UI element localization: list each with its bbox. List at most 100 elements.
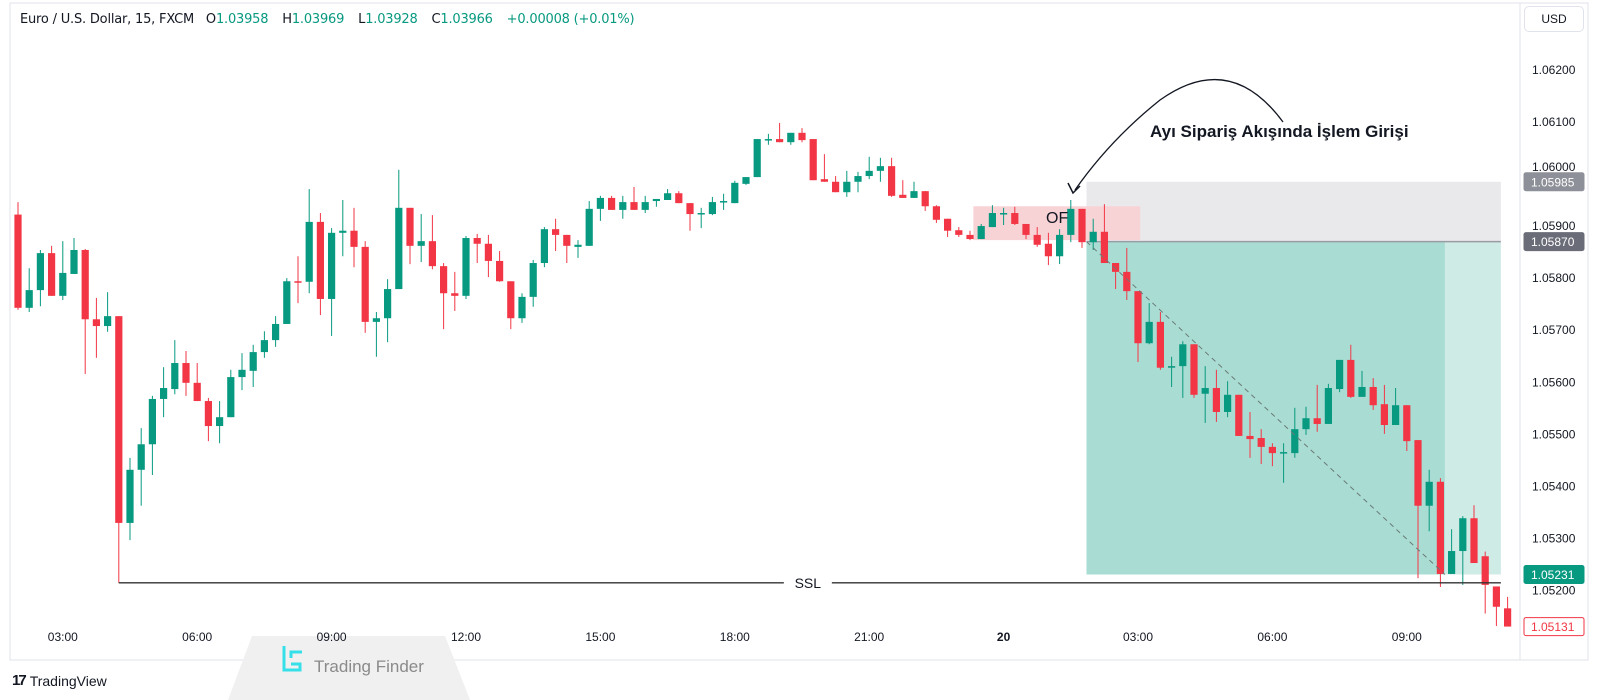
candle-body — [14, 214, 22, 308]
candle — [372, 311, 380, 357]
candle-body — [283, 281, 291, 324]
candle-body — [619, 202, 627, 210]
candle — [529, 259, 537, 307]
candle-body — [305, 221, 313, 282]
candle — [641, 195, 649, 214]
candle — [92, 297, 100, 358]
candle-body — [1134, 291, 1142, 344]
candle-body — [1156, 321, 1164, 368]
candle-body — [776, 139, 784, 143]
candle-body — [1257, 438, 1265, 447]
candle — [148, 395, 156, 475]
candle — [955, 227, 963, 237]
price-label-stop: 1.05985 — [1531, 175, 1575, 189]
candle — [809, 139, 817, 181]
candle — [1056, 229, 1064, 265]
candle — [294, 256, 302, 304]
currency-button[interactable]: USD — [1524, 6, 1584, 32]
candle-body — [518, 296, 526, 319]
candle-body — [92, 319, 100, 327]
candle — [518, 293, 526, 323]
candle-body — [664, 193, 672, 200]
candle — [384, 279, 392, 343]
candle-body — [596, 197, 604, 209]
candle-body — [1168, 366, 1176, 368]
candle-body — [294, 281, 302, 283]
candle — [1179, 341, 1187, 398]
time-tick-label: 09:00 — [317, 630, 347, 644]
candle-body — [585, 208, 593, 246]
candle — [1492, 586, 1500, 627]
time-axis[interactable]: 03:00 06:00 09:00 12:00 15:00 18:00 21:00 20 03:… — [48, 630, 1422, 644]
candle — [1268, 443, 1276, 467]
candle-body — [843, 181, 851, 193]
candle-body — [59, 272, 67, 296]
candle-body — [1000, 213, 1008, 215]
candle — [70, 238, 78, 274]
tradingview-logo-icon: 17 — [12, 672, 27, 689]
price-label-entry-box — [1523, 232, 1585, 252]
time-tick-label: 06:00 — [182, 630, 212, 644]
price-label-stop-box — [1523, 172, 1585, 192]
candle-body — [540, 229, 548, 264]
candle — [1224, 381, 1232, 418]
candle — [406, 207, 414, 265]
candle — [1302, 406, 1310, 435]
candle — [563, 234, 571, 264]
price-axis[interactable]: 1.06200 1.06100 1.06000 1.05900 1.05800 1.057… — [1523, 63, 1585, 637]
candle-body — [1212, 388, 1220, 412]
candle — [1212, 369, 1220, 422]
candle-body — [1369, 386, 1377, 406]
candle-body — [1235, 394, 1243, 436]
price-tick-label: 1.05200 — [1532, 584, 1576, 598]
symbol-header: Euro / U.S. Dollar, 15, FXCM O1.03958 H1… — [20, 12, 644, 27]
candle — [540, 227, 548, 268]
candle — [260, 331, 268, 358]
candle-body — [1448, 551, 1456, 574]
low-label: L — [358, 12, 366, 27]
candle — [619, 195, 627, 219]
candle — [1448, 529, 1456, 574]
candle — [977, 223, 985, 240]
trading-finder-logo-icon — [282, 646, 302, 672]
candle-body — [1268, 446, 1276, 454]
candle-body — [1089, 231, 1097, 243]
candle-body — [238, 369, 246, 378]
tradingview-brand[interactable]: 17 TradingView — [12, 672, 107, 689]
candle — [720, 193, 728, 210]
candle — [585, 201, 593, 246]
candle-body — [260, 340, 268, 353]
arrow-head-icon — [1067, 182, 1081, 195]
time-tick-label: 20 — [997, 630, 1011, 644]
candle — [440, 263, 448, 330]
candle — [339, 200, 347, 257]
symbol-name[interactable]: Euro / U.S. Dollar, 15, FXCM — [20, 12, 194, 27]
price-tick-label: 1.05900 — [1532, 219, 1576, 233]
candle — [1033, 227, 1041, 247]
candle-body — [1246, 435, 1254, 440]
candle-body — [1414, 440, 1422, 506]
candle — [1403, 405, 1411, 452]
candle-body — [932, 206, 940, 220]
candle-body — [417, 241, 425, 246]
candle-body — [25, 290, 33, 308]
close-value: 1.03966 — [440, 12, 493, 27]
candle-body — [820, 179, 828, 182]
stop-loss-zone[interactable] — [1086, 181, 1501, 242]
candle-body — [1201, 388, 1209, 394]
candle — [675, 191, 683, 204]
price-tick-label: 1.06100 — [1532, 115, 1576, 129]
candle-body — [1492, 586, 1500, 607]
price-tick-label: 1.05400 — [1532, 479, 1576, 493]
candle — [171, 340, 179, 395]
watermark-text: Trading Finder — [314, 657, 424, 676]
order-flow-zone[interactable] — [973, 206, 1141, 241]
candle-body — [1100, 231, 1108, 264]
candle — [81, 248, 89, 374]
candle — [137, 428, 145, 506]
candle — [731, 180, 739, 204]
candle — [1324, 383, 1332, 424]
candle-body — [697, 213, 705, 215]
candle — [1392, 388, 1400, 425]
